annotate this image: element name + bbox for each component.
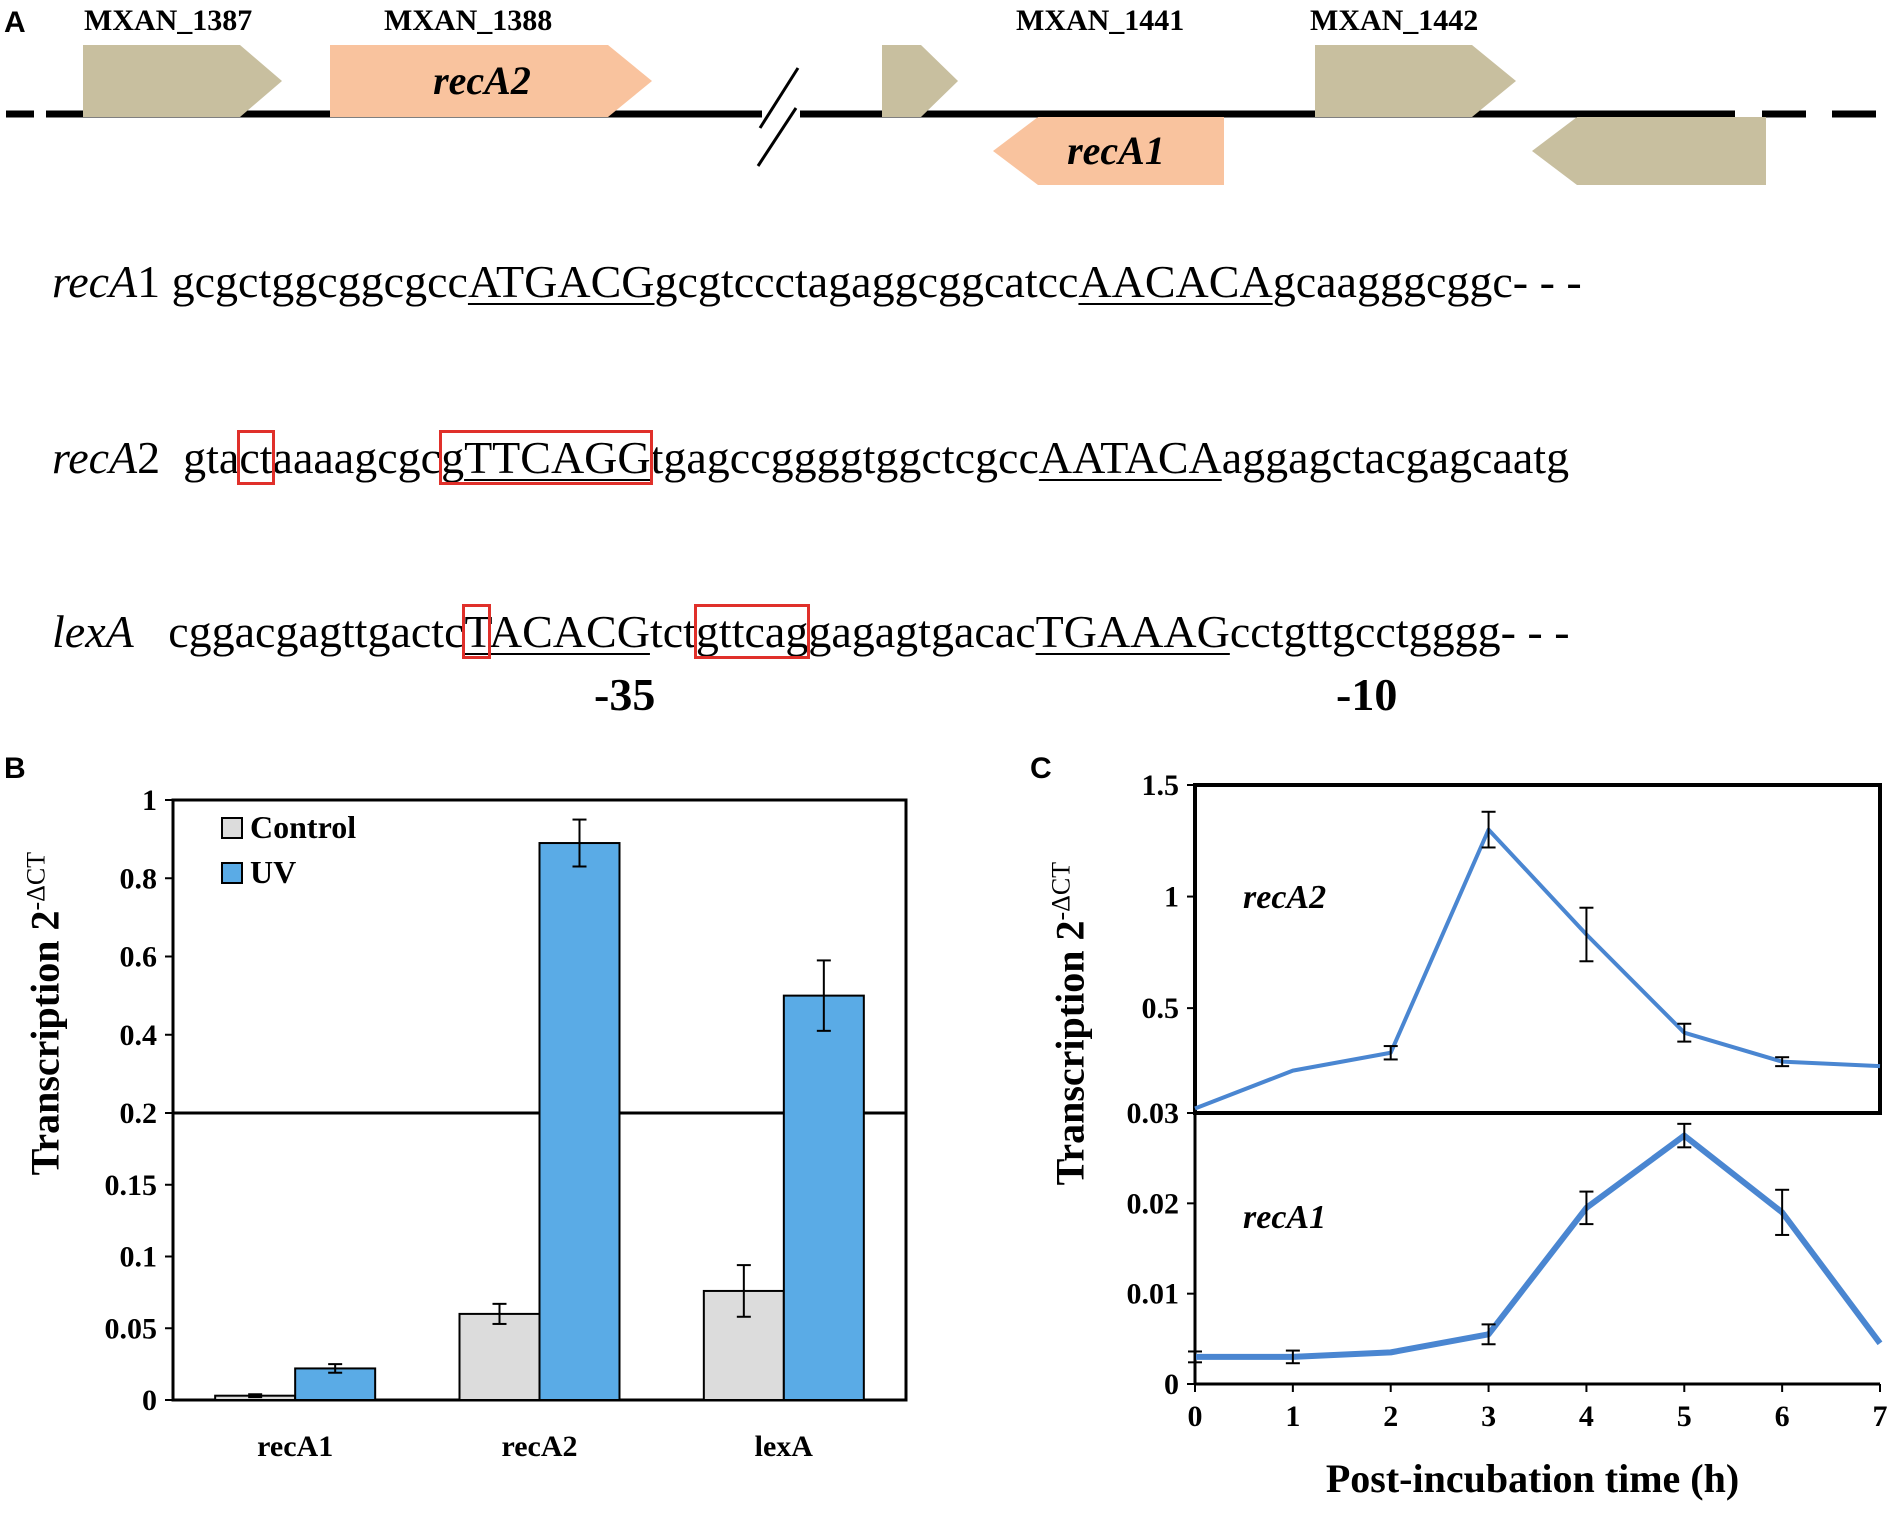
bar-uv-lexA [782, 994, 865, 1401]
series-line-recA1 [1195, 1132, 1883, 1360]
sequence-segment: tgagccggggtggctcgcc [650, 432, 1039, 483]
x-tick-label: 2 [1383, 1400, 1398, 1433]
x-tick-label: lexA [755, 1430, 814, 1463]
y-tick-label: 0.05 [105, 1312, 158, 1345]
gene-arrow-mxan-1387 [83, 45, 282, 117]
y-tick-label: 0.02 [1127, 1187, 1180, 1220]
y-tick-label: 0.4 [120, 1019, 158, 1052]
x-tick-label: recA2 [501, 1430, 577, 1463]
y-tick-label: 0 [142, 1384, 157, 1417]
x-tick-label: 3 [1481, 1400, 1496, 1433]
gene-label-mxan-1441: MXAN_1441 [1016, 4, 1184, 37]
lexa-box-highlight: gttcag [693, 604, 811, 659]
y-tick-label: 0 [1164, 1368, 1179, 1401]
sequence-row-recA1: recA1 gcgctggcggcgccATGACGgcgtccctagaggc… [52, 252, 1582, 312]
label-minus-35: -35 [594, 669, 656, 720]
x-tick-label: 4 [1579, 1400, 1594, 1433]
sequence-segment: gcgctggcggcgcc [171, 256, 468, 307]
sequence-row-lexA: lexA cggacgagttgactcTACACGtctgttcaggagag… [52, 602, 1570, 662]
y-tick-label: 0.2 [120, 1097, 158, 1130]
gene-label-mxan-1387: MXAN_1387 [84, 4, 252, 37]
lexa-box-highlight: T [462, 604, 491, 659]
legend-label-control: Control [250, 809, 356, 845]
x-tick-label: 1 [1285, 1400, 1300, 1433]
x-tick-label: 7 [1873, 1400, 1888, 1433]
sequence-segment: tct [649, 606, 696, 657]
gene-arrow-label-recA2: recA2 [433, 58, 531, 103]
series-label-recA2: recA2 [1243, 879, 1326, 916]
y-tick-label: 1 [1164, 881, 1179, 914]
y-tick-label: 0.8 [120, 862, 158, 895]
sequence-segment: aaaagcgc [272, 432, 442, 483]
y-tick-label: 0.03 [1127, 1097, 1180, 1130]
x-tick-label: 5 [1677, 1400, 1692, 1433]
y-tick-label: 0.15 [105, 1169, 158, 1202]
gene-arrow-reverse [1532, 117, 1766, 185]
gene-label-mxan-1442: MXAN_1442 [1310, 4, 1478, 37]
sequence-gene-recA1: recA [52, 256, 138, 307]
sequence-segment: g [441, 432, 465, 483]
chart-c-ylabel: Transcription 2-ΔCT [1046, 861, 1093, 1186]
plot-frame-upper [1193, 783, 1882, 1115]
sequence-box-35: ATGACG [467, 256, 655, 307]
sequence-segment: cggacgagttgact [168, 606, 445, 657]
panel-letter-c: C [1030, 752, 1052, 785]
x-tick-label: recA1 [257, 1430, 333, 1463]
sequence-gene-lexA: lexA [52, 606, 134, 657]
bar-uv-recA2 [538, 842, 621, 1402]
line-chart-c: 0 0.01 0.02 0.03 0.5 1 1.5 0 1 2 3 4 5 6 7 Post-incubat… [1127, 770, 1888, 1501]
legend-label-uv: UV [250, 854, 296, 890]
sequence-segment: gta [183, 432, 240, 483]
sequence-gene-num: 2 [137, 432, 161, 483]
y-tick-label: 1 [142, 784, 157, 817]
series-label-recA1: recA1 [1243, 1199, 1326, 1236]
gene-arrow-label-recA1: recA1 [1067, 128, 1165, 173]
y-tick-label: 0.6 [120, 941, 158, 974]
sequence-segment: aggagctacgagcaatg [1221, 432, 1570, 483]
sequence-box-10: AACACA [1078, 256, 1273, 307]
sequence-segment: cctgttgcctgggg- - - [1229, 606, 1570, 657]
legend-swatch-control [221, 817, 243, 839]
gene-arrow-recA1 [993, 117, 1224, 185]
break-mark-2 [756, 107, 798, 167]
sequence-box-35: ACACG [488, 606, 650, 657]
y-tick-label: 1.5 [1142, 770, 1180, 802]
gene-arrow-small [882, 45, 958, 117]
label-minus-10: -10 [1336, 669, 1398, 720]
sequence-gene-num: 1 [137, 256, 161, 307]
sequence-row-recA2: recA2 gtactaaaagcgcgTTCAGGtgagccggggtggc… [52, 428, 1569, 488]
sequence-box-10: AATACA [1038, 432, 1222, 483]
bar-chart-b: 0 0.05 0.1 0.15 0.2 0.4 0.6 0.8 1 recA1 recA2 lexA C… [105, 784, 908, 1463]
sequence-segment: gcaagggcggc- - - [1272, 256, 1582, 307]
sequence-segment: gcgtccctagaggcggcatcc [654, 256, 1079, 307]
sequence-box-35: TTCAGG [464, 432, 651, 483]
break-mark-1 [758, 67, 800, 129]
series-line-recA2 [1194, 827, 1881, 1111]
legend-swatch-uv [221, 862, 243, 884]
x-axis-label: Post-incubation time (h) [1326, 1456, 1739, 1501]
bar-control-recA2 [458, 1312, 541, 1402]
gene-map: MXAN_1387 MXAN_1388 MXAN_1441 MXAN_1442 … [6, 4, 1876, 185]
sequence-segment: gagagtgacac [808, 606, 1036, 657]
y-tick-label: 0.01 [1127, 1278, 1180, 1311]
sequence-segment: c [444, 606, 465, 657]
y-tick-label: 0.1 [120, 1241, 158, 1274]
x-tick-label: 0 [1188, 1400, 1203, 1433]
gene-arrow-recA2 [330, 45, 652, 117]
gene-label-mxan-1388: MXAN_1388 [384, 4, 552, 37]
panel-letter-b: B [4, 752, 26, 785]
sequence-box-10: TGAAAG [1035, 606, 1230, 657]
lexa-box-highlight: ct [237, 430, 275, 485]
lexa-box-highlight: gTTCAGG [439, 430, 653, 485]
y-tick-label: 0.5 [1142, 992, 1180, 1025]
x-tick-label: 6 [1775, 1400, 1790, 1433]
panel-letter-a: A [4, 6, 26, 39]
sequence-gene-recA2: recA [52, 432, 138, 483]
gene-arrow-mxan-1442 [1315, 45, 1516, 117]
